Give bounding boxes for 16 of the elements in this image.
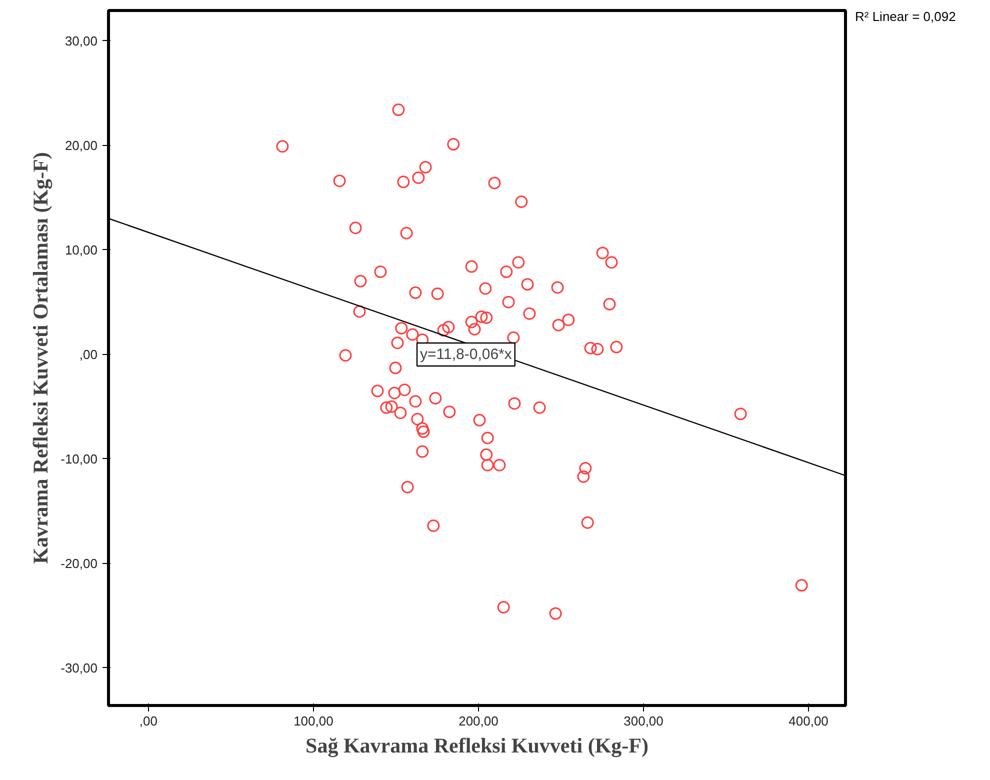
y-tick-label: 20,00 (64, 138, 98, 153)
y-axis-title: Kavrama Refleksi Kuvveti Ortalaması (Kg-F) (28, 152, 53, 564)
x-tick-label: 300,00 (624, 714, 664, 728)
y-tick-label: -20,00 (60, 556, 98, 571)
x-tick-label: ,00 (139, 714, 158, 728)
x-tick-label: 200,00 (458, 714, 498, 728)
text: R² Linear = 0,092 (855, 8, 956, 26)
y-tick-label: 30,00 (64, 33, 98, 48)
x-tick-label: 400,00 (788, 714, 828, 728)
y-tick-label: ,00 (79, 346, 98, 362)
x-axis-title: Sağ Kavrama Refleksi Kuvveti (Kg-F) (306, 734, 648, 758)
annotation: y=11,8-0,06*x (420, 346, 512, 364)
y-tick-label: -10,00 (60, 451, 98, 466)
x-tick-label: 100,00 (294, 714, 334, 728)
y-tick-label: -30,00 (60, 660, 98, 676)
y-tick-label: 10,00 (64, 242, 98, 258)
